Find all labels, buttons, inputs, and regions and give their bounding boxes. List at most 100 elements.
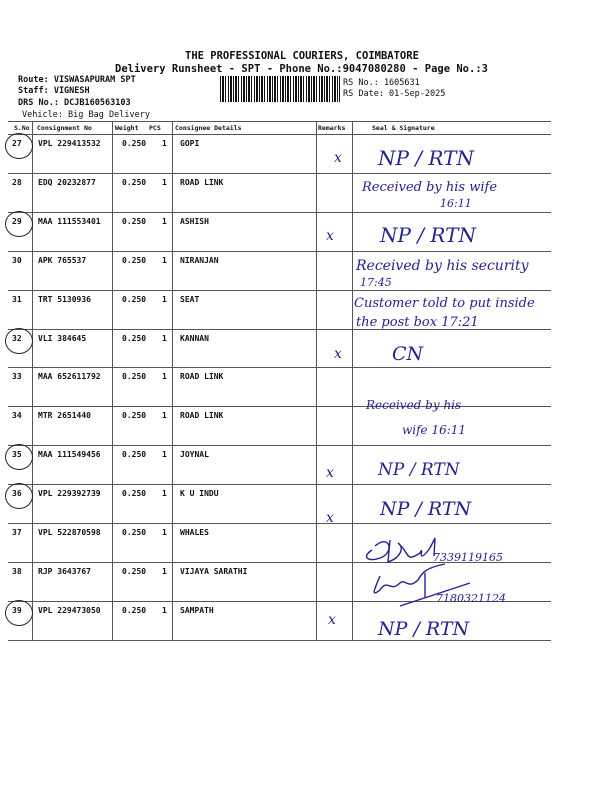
header-consignment: Consignment No: [37, 124, 92, 132]
cell-sno: 37: [12, 528, 22, 537]
sno-circle-mark: [5, 133, 33, 159]
table-top-border: [8, 121, 551, 122]
row-divider: [8, 561, 551, 563]
cell-sno: 34: [12, 411, 22, 421]
sno-circle-mark: [5, 327, 33, 354]
handwritten-note: Received by his: [366, 398, 462, 412]
customer-signature: [365, 537, 471, 607]
barcode: [220, 76, 340, 102]
cell-weight: 0.250: [122, 566, 147, 576]
handwritten-note: 16:11: [440, 197, 472, 210]
cell-pcs: 1: [162, 372, 167, 382]
cell-pcs: 1: [162, 255, 167, 265]
cell-consignee: NIRANJAN: [180, 255, 219, 265]
cell-consignment: VPL 229392739: [38, 489, 101, 499]
handwritten-note: CN: [392, 343, 424, 365]
cell-consignment: VLI 384645: [38, 333, 87, 343]
row-divider: [8, 445, 551, 447]
cell-consignment: MAA 652611792: [38, 372, 101, 382]
runsheet-subtitle: Delivery Runsheet - SPT - Phone No.:9047…: [115, 63, 488, 75]
cell-consignment: EDQ 20232877: [38, 177, 96, 187]
cell-pcs: 1: [162, 450, 167, 460]
cell-pcs: 1: [162, 177, 167, 187]
drs-number: DRS No.: DCJB160563103: [18, 98, 131, 108]
header-pcs: PCS: [149, 124, 161, 132]
cell-pcs: 1: [162, 489, 167, 499]
sno-circle-mark: [5, 444, 33, 471]
table-bottom-border: [8, 639, 551, 641]
cell-consignee: K U INDU: [180, 489, 219, 499]
cell-consignee: ASHISH: [180, 216, 209, 226]
cell-weight: 0.250: [122, 372, 147, 382]
cell-sno: 33: [12, 372, 22, 382]
handwritten-note: 7339119165: [433, 551, 503, 564]
header-sno: S.No: [14, 124, 30, 132]
row-divider: [8, 406, 551, 408]
cell-consignment: VPL 229413532: [38, 139, 101, 148]
cell-consignee: KANNAN: [180, 333, 209, 343]
cell-sno: 31: [12, 294, 22, 304]
sno-circle-mark: [5, 483, 33, 510]
handwritten-note: NP / RTN: [378, 460, 460, 480]
header-seal-signature: Seal & Signature: [372, 124, 435, 132]
cell-weight: 0.250: [122, 294, 147, 304]
cell-sno: 30: [12, 255, 22, 265]
rs-number: RS No.: 1605631: [343, 78, 420, 88]
row-divider: [8, 600, 551, 602]
cell-weight: 0.250: [122, 411, 147, 421]
cell-pcs: 1: [162, 139, 167, 148]
cell-weight: 0.250: [122, 333, 147, 343]
cell-pcs: 1: [162, 333, 167, 343]
sno-circle-mark: [5, 599, 33, 626]
handwritten-note: Customer told to put inside: [354, 296, 535, 311]
cell-consignment: APK 765537: [38, 255, 87, 265]
column-divider: [316, 121, 317, 641]
cell-consignment: MAA 111553401: [38, 216, 101, 226]
column-divider: [32, 121, 33, 641]
cell-consignment: RJP 3643767: [38, 566, 91, 576]
row-divider: [8, 328, 551, 330]
handwritten-note: x: [334, 150, 342, 166]
row-divider: [8, 367, 551, 369]
cell-pcs: 1: [162, 216, 167, 226]
header-remarks: Remarks: [318, 124, 346, 132]
row-divider: [8, 172, 551, 174]
cell-pcs: 1: [162, 605, 167, 615]
cell-weight: 0.250: [122, 450, 147, 460]
cell-pcs: 1: [162, 294, 167, 304]
cell-weight: 0.250: [122, 139, 147, 148]
handwritten-note: x: [328, 612, 336, 628]
cell-consignee: VIJAYA SARATHI: [180, 566, 248, 576]
rs-date: RS Date: 01-Sep-2025: [343, 89, 446, 99]
header-consignee: Consignee Details: [175, 124, 242, 132]
cell-weight: 0.250: [122, 216, 147, 226]
cell-consignment: TRT 5130936: [38, 294, 91, 304]
column-divider: [112, 121, 113, 641]
vehicle: Vehicle: Big Bag Delivery: [22, 110, 150, 120]
cell-consignment: VPL 522870598: [38, 528, 101, 537]
handwritten-note: NP / RTN: [378, 146, 474, 170]
sno-circle-mark: [5, 210, 33, 237]
handwritten-note: NP / RTN: [380, 498, 472, 520]
cell-consignment: VPL 229473050: [38, 605, 101, 615]
handwritten-note: Received by his wife: [362, 180, 498, 195]
cell-consignee: ROAD LINK: [180, 372, 224, 382]
cell-weight: 0.250: [122, 528, 147, 537]
cell-pcs: 1: [162, 528, 167, 537]
handwritten-note: 17:45: [360, 276, 392, 289]
column-divider: [172, 121, 173, 641]
cell-sno: 28: [12, 177, 22, 187]
row-divider: [8, 211, 551, 213]
staff: Staff: VIGNESH: [18, 86, 90, 96]
handwritten-note: 7180321124: [436, 592, 506, 605]
handwritten-note: x: [326, 228, 334, 244]
route: Route: VISWASAPURAM SPT: [18, 75, 136, 85]
cell-consignee: SAMPATH: [180, 605, 214, 615]
cell-consignee: WHALES: [180, 528, 209, 537]
handwritten-note: NP / RTN: [378, 618, 470, 640]
cell-weight: 0.250: [122, 605, 147, 615]
handwritten-note: the post box 17:21: [356, 315, 479, 330]
cell-pcs: 1: [162, 566, 167, 576]
cell-pcs: 1: [162, 411, 167, 421]
row-divider: [8, 134, 551, 135]
